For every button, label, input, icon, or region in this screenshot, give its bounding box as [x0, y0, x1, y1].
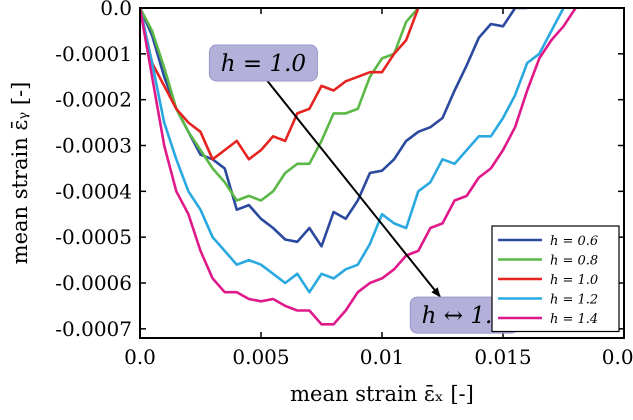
x-tick-label: 0.01 — [360, 345, 405, 369]
series-line-1 — [140, 7, 528, 248]
legend-label: h = 0.8 — [550, 254, 598, 269]
series-line-5 — [140, 7, 577, 326]
x-axis-ticks: 0.0 0.005 0.01 0.015 0.02 — [124, 8, 633, 369]
y-tick-label: -0.0005 — [55, 225, 132, 249]
y-tick-label: -0.0003 — [55, 134, 132, 158]
series-line-4 — [140, 7, 565, 294]
y-tick-label: -0.0006 — [55, 271, 132, 295]
legend-label: h = 1.0 — [550, 273, 598, 288]
annotation-arrow — [265, 78, 441, 298]
y-axis-ticks: 0.0 -0.0001 -0.0002 -0.0003 -0.0004 -0.0005 -0… — [55, 0, 624, 341]
legend-label: h = 1.4 — [550, 312, 598, 327]
x-tick-label: 0.015 — [474, 345, 531, 369]
series-lines — [140, 7, 577, 326]
annotation-box — [208, 44, 318, 82]
y-tick-label: -0.0007 — [55, 317, 132, 341]
y-axis-label: mean strain ε̄ᵧ [-] — [8, 82, 32, 265]
x-axis-label: mean strain ε̄ₓ [-] — [290, 382, 474, 406]
series-line-3 — [140, 7, 420, 161]
y-tick-label: -0.0002 — [55, 88, 132, 112]
series-line-2 — [140, 7, 420, 202]
x-tick-label: 0.0 — [124, 345, 156, 369]
legend-label: h = 0.6 — [550, 234, 598, 249]
x-tick-label: 0.005 — [232, 345, 289, 369]
annotation-label: h = 1.0 — [221, 51, 306, 77]
legend: h = 0.6 h = 0.8 h = 1.0 h = 1.2 h = 1.4 — [491, 225, 620, 333]
annotations: h = 1.0h ↔ 1.0 — [208, 44, 519, 334]
y-tick-label: -0.0001 — [55, 42, 132, 66]
legend-label: h = 1.2 — [550, 293, 598, 308]
y-tick-label: -0.0004 — [55, 179, 132, 203]
x-tick-label: 0.02 — [602, 345, 633, 369]
y-tick-label: 0.0 — [100, 0, 132, 20]
